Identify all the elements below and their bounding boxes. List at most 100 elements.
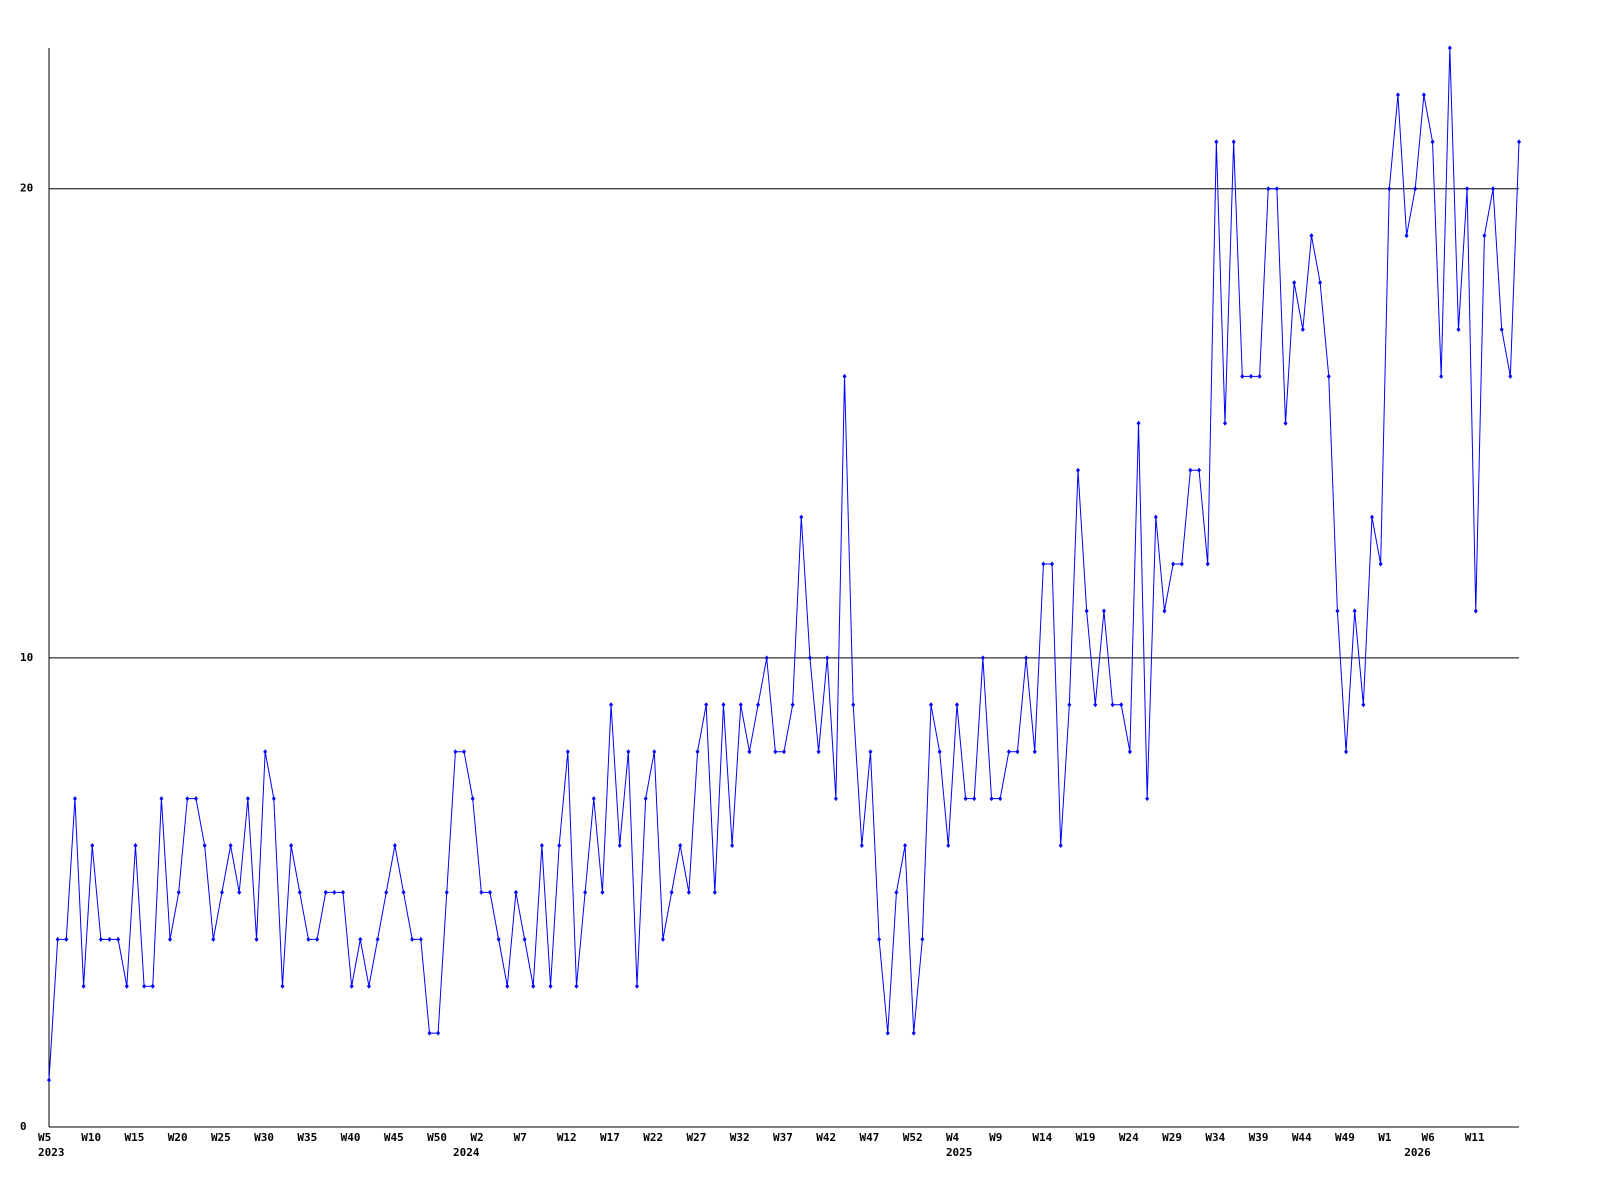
point [1387,186,1392,192]
point [1335,608,1340,614]
point [1248,373,1253,379]
point [1318,280,1323,286]
point [989,796,994,802]
point [1093,702,1098,708]
x-tick-label: W27 [687,1131,707,1144]
point [885,1030,890,1036]
point [1223,420,1227,426]
x-tick-label: W7 [514,1131,527,1144]
point [851,702,856,708]
x-tick-label: W45 [384,1131,404,1144]
point [202,843,207,849]
point [894,889,899,895]
point [1179,561,1184,567]
point [652,749,657,755]
point [219,889,224,895]
point [557,843,562,849]
x-tick-label: W15 [124,1131,144,1144]
x-tick-label: W10 [81,1131,101,1144]
point [211,936,216,942]
point [323,889,328,895]
point [816,749,821,755]
point [773,749,778,755]
point [98,936,103,942]
x-tick-label: W20 [168,1131,188,1144]
point [1361,702,1366,708]
point [1309,233,1314,239]
point [116,936,121,942]
point [418,936,423,942]
point [1058,843,1063,849]
x-tick-label: W2 [470,1131,483,1144]
x-tick-label: W37 [773,1131,793,1144]
x-tick-label: W14 [1032,1131,1052,1144]
point [81,983,86,989]
x-tick-label: W1 [1378,1131,1392,1144]
point [1153,514,1158,520]
point [782,749,786,755]
x-tick-label: W34 [1205,1131,1225,1144]
point [349,983,354,989]
point [1292,280,1297,286]
point [574,983,579,989]
point [1378,561,1383,567]
x-year-label: 2026 [1404,1146,1431,1159]
point [807,655,812,661]
point [686,889,691,895]
point [341,889,345,895]
point [1499,326,1504,332]
x-tick-label: W44 [1292,1131,1312,1144]
point [1041,561,1046,567]
point [366,983,371,989]
point [72,796,77,802]
point [1430,139,1435,145]
point [237,889,242,895]
point [721,702,726,708]
point [738,702,743,708]
point [410,936,415,942]
x-tick-label: W52 [903,1131,923,1144]
point [1084,608,1089,614]
point [998,796,1003,802]
point [142,983,147,989]
point [47,1077,51,1083]
point [712,889,717,895]
point [1404,233,1409,239]
point [1352,608,1357,614]
point [1413,186,1418,192]
point [427,1030,432,1036]
point [617,843,622,849]
point [842,373,847,379]
point [1421,92,1426,98]
x-tick-label: W49 [1335,1131,1355,1144]
point [1214,139,1219,145]
point [548,983,553,989]
x-tick-label: W22 [643,1131,663,1144]
point [946,843,951,849]
x-tick-label: W5 [38,1131,51,1144]
point [444,889,449,895]
point [1188,467,1193,473]
point [903,843,908,849]
point [1326,373,1331,379]
point [375,936,380,942]
point [609,702,614,708]
point [877,936,882,942]
point [133,843,138,849]
x-tick-label: W11 [1465,1131,1485,1144]
point [600,889,605,895]
x-tick-label: W42 [816,1131,836,1144]
point [1024,655,1029,661]
point [1110,702,1115,708]
x-tick-label: W6 [1422,1131,1436,1144]
point [289,843,294,849]
point [1127,749,1132,755]
point [453,749,458,755]
point [591,796,596,802]
point [1257,373,1262,379]
point [1032,749,1037,755]
point [254,936,259,942]
point [297,889,302,895]
point [1370,514,1374,520]
